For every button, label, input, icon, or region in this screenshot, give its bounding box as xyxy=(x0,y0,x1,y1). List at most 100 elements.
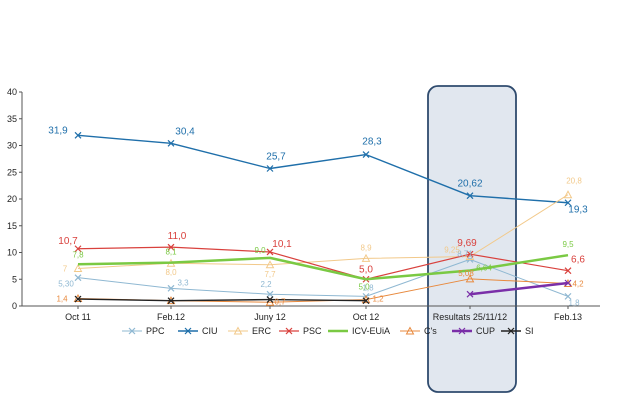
legend-item: ERC xyxy=(228,326,272,336)
x-tick-label: Feb.12 xyxy=(157,312,185,322)
point-marker xyxy=(362,151,370,159)
legend-label: CIU xyxy=(202,326,218,336)
legend-label: PSC xyxy=(303,326,322,336)
marker-stroke xyxy=(564,267,572,275)
data-label: 10,1 xyxy=(272,239,292,250)
highlight-rect xyxy=(427,85,517,393)
point-marker xyxy=(564,292,572,300)
legend-label: CUP xyxy=(476,326,495,336)
point-marker xyxy=(167,243,175,251)
point-marker xyxy=(167,297,175,305)
legend-label: ERC xyxy=(252,326,272,336)
legend-item: C's xyxy=(400,326,437,336)
y-tick-label: 10 xyxy=(7,248,17,258)
y-tick-label: 25 xyxy=(7,167,17,177)
point-marker xyxy=(466,192,474,200)
marker-stroke xyxy=(266,165,274,172)
y-tick-label: 15 xyxy=(7,221,17,231)
y-tick-label: 35 xyxy=(7,114,17,124)
y-tick-label: 40 xyxy=(7,87,17,97)
data-label: 1,2 xyxy=(372,295,384,304)
data-label: 8,0 xyxy=(165,268,177,277)
data-label: 30,4 xyxy=(175,126,195,137)
data-label: 1,4 xyxy=(56,295,68,304)
marker-stroke xyxy=(266,290,274,298)
data-label: 8,1 xyxy=(165,248,177,257)
data-label: 1,8 xyxy=(568,298,580,307)
data-label: 1,8 xyxy=(362,283,374,292)
point-marker xyxy=(74,131,82,139)
legend-item: PSC xyxy=(279,326,322,336)
point-marker xyxy=(458,327,466,335)
point-marker xyxy=(73,263,83,273)
series-line xyxy=(77,246,569,280)
data-label: 7,7 xyxy=(264,270,276,279)
data-label: 28,3 xyxy=(362,137,382,148)
point-marker xyxy=(128,327,136,335)
marker-stroke xyxy=(74,245,82,253)
legend-item: CUP xyxy=(452,326,495,336)
point-marker xyxy=(362,297,370,305)
point-marker xyxy=(74,245,82,253)
data-label: 5,0 xyxy=(359,264,373,275)
marker-stroke xyxy=(74,131,82,139)
legend-item: ICV-EUiA xyxy=(328,326,390,336)
data-label: 9,5 xyxy=(562,240,574,249)
point-marker xyxy=(167,139,175,147)
data-label: 9,69 xyxy=(457,238,477,249)
data-label: 9,0 xyxy=(254,246,266,255)
data-label: 5,0 xyxy=(358,282,370,291)
data-label: 3,3 xyxy=(177,278,189,287)
data-label: 8,9 xyxy=(360,243,372,252)
point-marker xyxy=(73,293,83,303)
marker-stroke xyxy=(74,274,82,282)
data-label: 31,9 xyxy=(48,125,68,136)
marker-stroke xyxy=(466,290,474,298)
series-icv-euia xyxy=(77,253,569,281)
data-labels: 5,30 3,3 2,2 1,8 8,71 1,8 31,9 30,4 25,7 28,3 20,6… xyxy=(48,125,588,307)
point-marker xyxy=(266,296,274,304)
series-line xyxy=(469,281,569,296)
legend-item: SI xyxy=(501,326,534,336)
series xyxy=(73,131,573,306)
series-line xyxy=(77,258,569,297)
axes: 0 5 10 15 20 25 30 35 40 Oct 11 Feb.12 Juny 12 Oct 1… xyxy=(7,87,600,322)
legend-label: PPC xyxy=(146,326,165,336)
x-tick-label: Oct 12 xyxy=(353,312,380,322)
point-marker xyxy=(564,199,572,207)
marker-stroke xyxy=(167,139,175,147)
data-label: 20,62 xyxy=(457,179,482,190)
marker-stroke xyxy=(564,292,572,300)
marker-stroke xyxy=(266,248,274,256)
point-marker xyxy=(564,267,572,275)
legend-label: SI xyxy=(525,326,534,336)
legend-label: C's xyxy=(424,326,437,336)
data-label: 8,71 xyxy=(457,249,473,258)
marker-stroke xyxy=(466,250,474,258)
legend-item: PPC xyxy=(122,326,165,336)
point-marker xyxy=(74,274,82,282)
point-marker xyxy=(265,260,275,269)
data-label: 6,6 xyxy=(571,255,585,266)
series-psc xyxy=(74,243,572,283)
data-label: 6,64 xyxy=(476,263,492,272)
marker-stroke xyxy=(266,296,274,304)
highlight-box xyxy=(427,85,517,393)
data-label: 25,7 xyxy=(266,152,286,163)
point-marker xyxy=(266,248,274,256)
legend-item: CIU xyxy=(178,326,218,336)
y-tick-label: 5 xyxy=(12,274,17,284)
series-ciu xyxy=(74,131,572,207)
data-label: 4,2 xyxy=(572,280,584,289)
data-label: 5,30 xyxy=(58,280,74,289)
data-label: 11,0 xyxy=(168,231,187,242)
data-label: 5,08 xyxy=(458,269,474,278)
series-cup xyxy=(466,279,572,298)
marker-stroke xyxy=(167,243,175,251)
marker-stroke xyxy=(128,327,136,335)
series-line xyxy=(77,134,569,204)
x-tick-label: Feb.13 xyxy=(554,312,582,322)
point-marker xyxy=(361,253,371,262)
x-tick-label: Resultats 25/11/12 xyxy=(433,312,507,322)
